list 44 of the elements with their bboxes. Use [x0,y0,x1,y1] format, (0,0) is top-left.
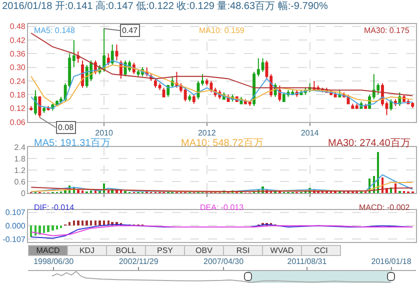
text: MA5: 0.148 [34,26,76,35]
y-tick-label: 2.4 [14,142,26,152]
chart-title: 2016/01/18 开:0.141 高:0.147 低:0.122 收:0.129 量:48.63百万 幅:-9.790% [2,0,328,12]
text: RSI [223,245,263,256]
y-tick-label: 0.30 [10,63,26,72]
x-tick-label: 2002/11/29 [118,256,159,266]
text: DIF: -0.014 [34,203,75,212]
text: PSY [145,245,185,256]
text: WVAD [262,245,302,256]
x-tick-label: 2010 [95,128,114,138]
x-tick-label: 2014 [300,128,320,138]
annotation: 0.47 [122,26,138,35]
text: MACD: -0.002 [359,203,410,212]
y-tick-label: 0.36 [10,49,26,58]
text: MA30: 0.175 [364,26,410,35]
y-tick-label: 0.42 [10,36,26,45]
x-tick-label: 2007/04/30 [204,256,244,266]
text: MA5: 191.31百万 [34,138,111,149]
y-tick-label: -0.107 [2,234,26,244]
y-tick-label: 0.18 [10,90,26,100]
y-tick-label: 1.8 [14,154,26,164]
y-tick-label: 1.2 [14,166,26,175]
y-tick-label: 0.107 [5,208,26,218]
y-tick-label: 0.6 [14,177,26,186]
x-tick-label: 2011/08/31 [287,256,328,266]
text: OBV [184,245,224,256]
text: MACD [28,245,68,256]
y-tick-label: 0.48 [10,22,26,32]
x-tick-label: 2012 [198,128,216,138]
x-tick-label: 2016/01/18 [371,256,412,266]
text: MA10: 0.159 [199,26,245,35]
x-tick-label: 1998/06/30 [34,256,74,266]
text: MA10: 548.72百万 [181,138,264,149]
text: MA30: 274.40百万 [328,138,410,149]
y-tick-label: 0 [20,188,26,198]
annotation: 0.08 [58,123,74,132]
y-tick-label: 0.24 [10,76,26,86]
text: KDJ [67,245,107,256]
y-tick-label: 0.12 [10,104,26,114]
y-tick-label: 0.000 [5,221,26,230]
text: CCI [301,245,341,256]
series-label: DEA: -0.013 [200,203,244,212]
y-tick-label: 0.06 [10,118,26,127]
text: BOLL [106,245,146,256]
